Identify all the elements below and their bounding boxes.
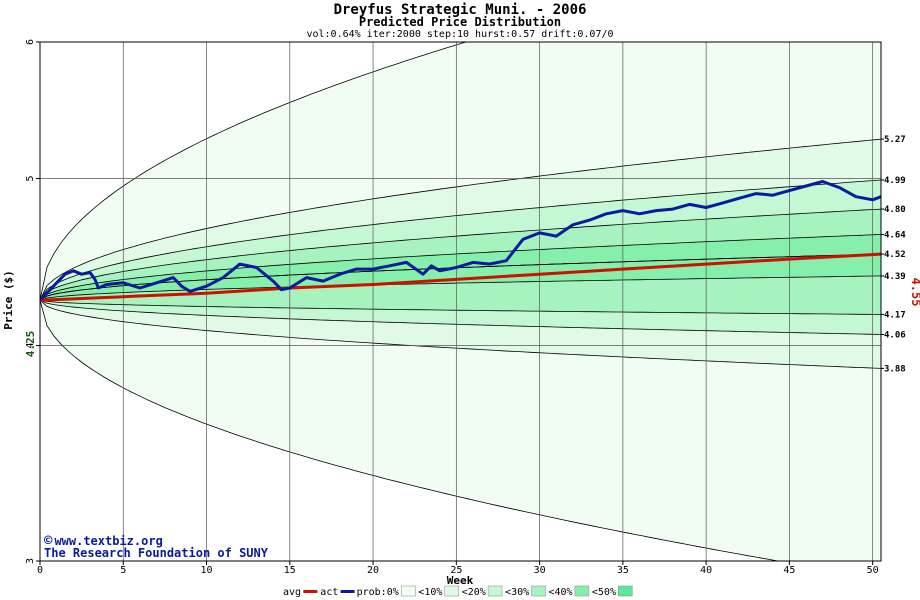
chart-title: Dreyfus Strategic Muni. - 2006 — [334, 2, 587, 18]
chart-subtitle: Predicted Price Distribution — [359, 15, 561, 29]
x-tick-label-20: 20 — [367, 565, 379, 576]
start-price-label: 4.25 — [24, 331, 37, 358]
series-act — [40, 180, 881, 302]
legend-label-band-3: <30% — [505, 587, 529, 598]
x-tick-label-5: 5 — [120, 565, 126, 576]
legend-label-avg: avg — [283, 587, 301, 598]
band-boundary-1 — [40, 300, 781, 561]
band-boundary-3 — [40, 299, 881, 369]
legend-label-band-4: <40% — [549, 587, 573, 598]
y-tick-label-6: 6 — [25, 39, 36, 45]
legend-label-band-0: prob:0% — [357, 587, 399, 598]
band-boundary-6 — [40, 208, 881, 301]
y-tick-label-5: 5 — [25, 175, 36, 181]
x-tick-label-0: 0 — [37, 565, 43, 576]
current-price-label: 4.55 — [909, 278, 920, 307]
legend-label-band-1: <10% — [418, 587, 442, 598]
x-tick-label-45: 45 — [783, 565, 795, 576]
legend-label-band-5: <50% — [592, 587, 616, 598]
grid — [39, 41, 881, 562]
series — [40, 180, 881, 302]
band-boundary-5 — [40, 299, 881, 335]
legend-swatch-band-0 — [401, 585, 416, 597]
band-boundary-8 — [40, 234, 881, 301]
series-avg — [40, 252, 881, 302]
legend-swatch-act — [340, 590, 355, 593]
x-tick-label-15: 15 — [284, 565, 296, 576]
plot-frame — [39, 41, 882, 562]
copyright-icon: © — [44, 533, 53, 549]
y-tick-label-3: 3 — [25, 558, 36, 564]
right-label-4.39: 4.39 — [884, 272, 906, 282]
x-tick-label-25: 25 — [450, 565, 462, 576]
band-boundary-9 — [40, 275, 881, 301]
probability-bands — [40, 42, 881, 561]
x-axis-label: Week — [447, 574, 474, 587]
y-axis-ticks: 3 4 5 6 — [25, 39, 40, 564]
x-tick-label-40: 40 — [700, 565, 712, 576]
legend-label-act: act — [320, 587, 338, 598]
band-boundary-4 — [40, 179, 881, 301]
x-tick-label-50: 50 — [867, 565, 879, 576]
watermark-line2: The Research Foundation of SUNY — [44, 546, 269, 560]
right-label-4.17: 4.17 — [884, 310, 906, 320]
legend-swatch-band-2 — [487, 585, 503, 597]
legend: avg act prob:0% <10% <20% <30% <40% <50% — [283, 585, 633, 598]
legend-swatch-band-3 — [531, 585, 546, 597]
right-label-5.27: 5.27 — [884, 135, 906, 145]
legend-label-band-2: <20% — [462, 587, 486, 598]
band-boundary-2 — [40, 138, 881, 301]
chart-params: vol:0.64% iter:2000 step:10 hurst:0.57 d… — [306, 29, 613, 40]
right-label-4.64: 4.64 — [884, 230, 906, 240]
y-axis-label: Price ($) — [2, 270, 15, 330]
x-tick-label-10: 10 — [201, 565, 213, 576]
right-label-4.52: 4.52 — [884, 250, 906, 260]
x-tick-label-35: 35 — [617, 565, 629, 576]
legend-swatch-band-5 — [618, 585, 633, 597]
x-tick-label-30: 30 — [534, 565, 546, 576]
band-boundary-7 — [40, 299, 881, 315]
right-label-3.88: 3.88 — [884, 364, 906, 374]
x-axis-ticks: 0 5 10 15 20 25 30 35 40 45 50 — [37, 561, 879, 576]
right-label-4.99: 4.99 — [884, 176, 906, 186]
legend-swatch-avg — [303, 590, 318, 593]
right-label-4.80: 4.80 — [884, 205, 906, 215]
legend-swatch-band-1 — [444, 585, 459, 597]
right-price-labels: 5.27 4.99 4.80 4.64 4.52 4.39 4.17 4.06 3.88 — [881, 135, 906, 374]
band-boundary-0 — [40, 42, 468, 301]
y-tick-label-4: 4 — [25, 343, 36, 349]
right-label-4.06: 4.06 — [884, 330, 906, 340]
legend-swatch-band-4 — [574, 585, 590, 597]
watermark-line1: © www.textbiz.org — [44, 533, 163, 549]
